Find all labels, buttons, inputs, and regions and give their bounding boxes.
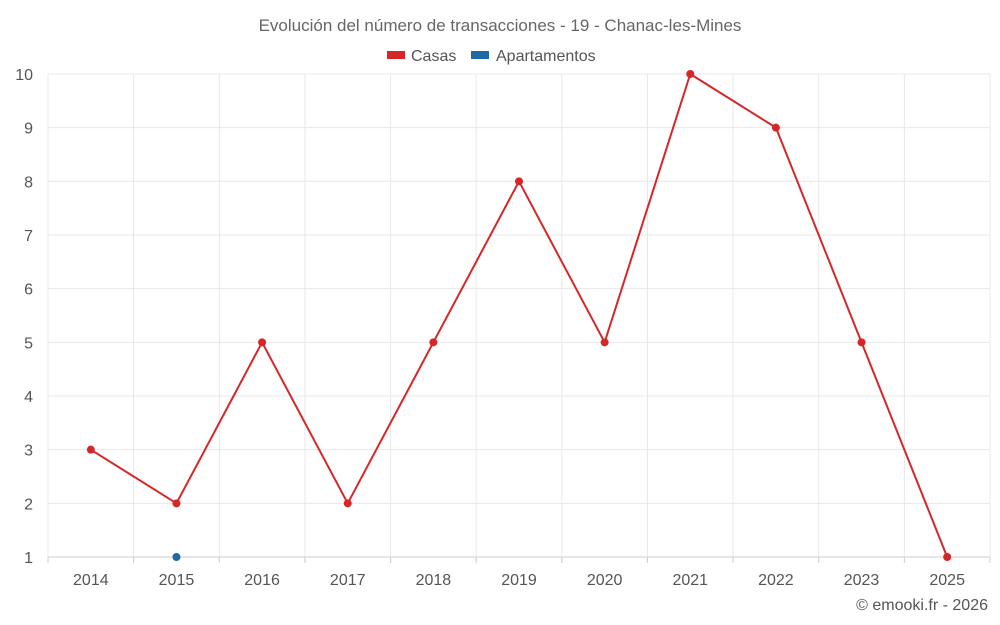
y-tick-label: 2 <box>24 496 33 513</box>
data-point-casas-2022[interactable] <box>771 123 780 132</box>
y-tick-label: 7 <box>24 228 33 245</box>
legend[interactable]: Casas Apartamentos <box>387 48 596 65</box>
y-tick-label: 6 <box>24 282 33 299</box>
grid <box>47 73 991 563</box>
data-point-casas-2016[interactable] <box>258 338 267 347</box>
y-tick-label: 5 <box>24 335 33 352</box>
chart-title: Evolución del número de transacciones - … <box>259 16 742 35</box>
x-tick-label: 2016 <box>244 572 280 589</box>
data-point-apartamentos-2015[interactable] <box>172 553 181 561</box>
data-point-casas-2017[interactable] <box>343 499 352 508</box>
legend-swatch-casas[interactable] <box>387 51 405 59</box>
y-tick-label: 8 <box>24 174 33 191</box>
data-point-casas-2023[interactable] <box>857 338 866 347</box>
x-tick-label: 2023 <box>844 572 880 589</box>
y-tick-label: 9 <box>24 121 33 138</box>
x-tick-label: 2021 <box>672 572 708 589</box>
data-point-casas-2018[interactable] <box>429 338 438 347</box>
data-point-casas-2015[interactable] <box>172 499 181 508</box>
x-tick-label: 2015 <box>159 572 195 589</box>
y-axis-ticks: 1 2 3 4 5 6 7 8 9 10 <box>15 67 33 567</box>
x-tick-label: 2025 <box>929 572 965 589</box>
data-point-casas-2019[interactable] <box>515 177 523 186</box>
legend-label-casas[interactable]: Casas <box>411 48 456 65</box>
x-tick-label: 2014 <box>73 572 109 589</box>
x-tick-label: 2018 <box>416 572 452 589</box>
data-point-casas-2025[interactable] <box>943 553 952 561</box>
x-axis-ticks: 2014 2015 2016 2017 2018 2019 2020 2021 2022 2023… <box>73 572 965 589</box>
data-point-casas-2021[interactable] <box>686 70 695 78</box>
y-tick-label: 3 <box>24 443 33 460</box>
x-tick-label: 2017 <box>330 572 366 589</box>
y-tick-label: 1 <box>24 550 33 567</box>
legend-swatch-apartamentos[interactable] <box>471 51 489 59</box>
data-point-casas-2014[interactable] <box>86 445 95 454</box>
series <box>86 70 952 561</box>
legend-label-apartamentos[interactable]: Apartamentos <box>496 48 596 65</box>
x-tick-label: 2022 <box>758 572 794 589</box>
x-tick-label: 2019 <box>501 572 537 589</box>
credit-text: © emooki.fr - 2026 <box>856 597 988 614</box>
y-tick-label: 10 <box>15 67 33 84</box>
x-tick-label: 2020 <box>587 572 623 589</box>
data-point-casas-2020[interactable] <box>600 338 609 347</box>
y-tick-label: 4 <box>24 389 33 406</box>
